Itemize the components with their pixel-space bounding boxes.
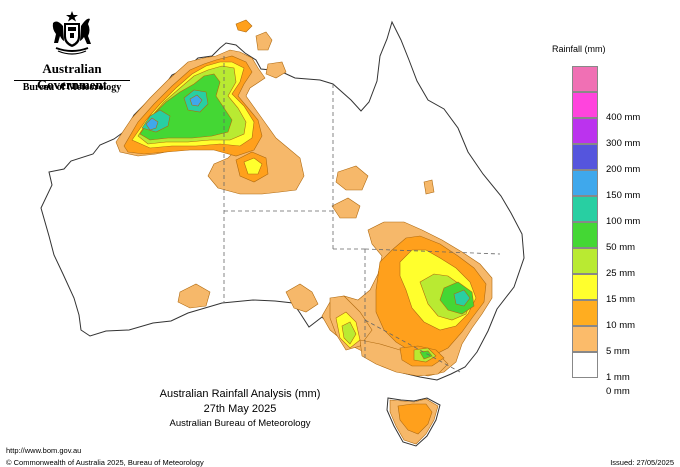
legend-label: 5 mm [606, 346, 630, 357]
legend-swatch [572, 66, 598, 92]
legend-swatch [572, 196, 598, 222]
legend-label: 10 mm [606, 320, 636, 331]
rain-sa-small [331, 197, 361, 219]
rain-nw-100mm-b [189, 94, 203, 107]
legend-swatch [572, 118, 598, 144]
legend-swatch [572, 274, 598, 300]
rain-nw-100mm [145, 117, 159, 131]
rain-qld-coast [423, 179, 435, 195]
map-agency: Australian Bureau of Meteorology [169, 418, 311, 429]
legend-swatch [572, 326, 598, 352]
legend-swatch [572, 248, 598, 274]
issued-date: Issued: 27/05/2025 [610, 458, 674, 467]
qld-nsw-border [364, 248, 501, 255]
legend-label: 100 mm [606, 216, 641, 227]
state-borders [223, 56, 501, 373]
rain-cape-arnhem [255, 31, 273, 51]
rain-qld-small [335, 165, 369, 191]
legend-label: 50 mm [606, 242, 636, 253]
rain-vic-25mm [419, 350, 433, 360]
source-url[interactable]: http://www.bom.gov.au [6, 446, 82, 455]
coat-of-arms-icon [52, 11, 91, 55]
legend-label: 150 mm [606, 190, 641, 201]
legend-label: 300 mm [606, 138, 641, 149]
rain-tas-5mm [397, 403, 433, 435]
logo-divider [14, 80, 130, 81]
rainfall-layer [115, 19, 493, 445]
rain-sa-coast-1mm [285, 283, 319, 313]
legend-swatch [572, 222, 598, 248]
legend-label: 0 mm [606, 386, 630, 397]
legend-swatch [572, 92, 598, 118]
rain-tennant-10mm [243, 157, 263, 175]
legend-swatch [572, 170, 598, 196]
legend-label: 15 mm [606, 294, 636, 305]
rain-darwin-top [235, 19, 253, 33]
department-name: Bureau of Meteorology [22, 82, 122, 93]
rain-sa-gulf-15mm [341, 321, 357, 345]
land-layer [40, 20, 525, 447]
government-logo: Australian Government Bureau of Meteorol… [8, 10, 136, 94]
legend-label: 200 mm [606, 164, 641, 175]
legend-label: 25 mm [606, 268, 636, 279]
legend-swatch [572, 144, 598, 170]
legend-swatch [572, 352, 598, 378]
copyright-text: © Commonwealth of Australia 2025, Bureau… [6, 458, 204, 467]
map-title: Australian Rainfall Analysis (mm) [159, 388, 321, 400]
map-date: 27th May 2025 [203, 403, 277, 415]
legend-label: 1 mm [606, 372, 630, 383]
rain-east-50mm [453, 289, 471, 307]
legend-title: Rainfall (mm) [552, 44, 606, 54]
rain-sa-west-1mm [177, 283, 211, 309]
map-title-block: Australian Rainfall Analysis (mm) 27th M… [120, 387, 360, 430]
legend-swatch [572, 300, 598, 326]
legend-label: 400 mm [606, 112, 641, 123]
rain-gulf-small [265, 61, 287, 79]
